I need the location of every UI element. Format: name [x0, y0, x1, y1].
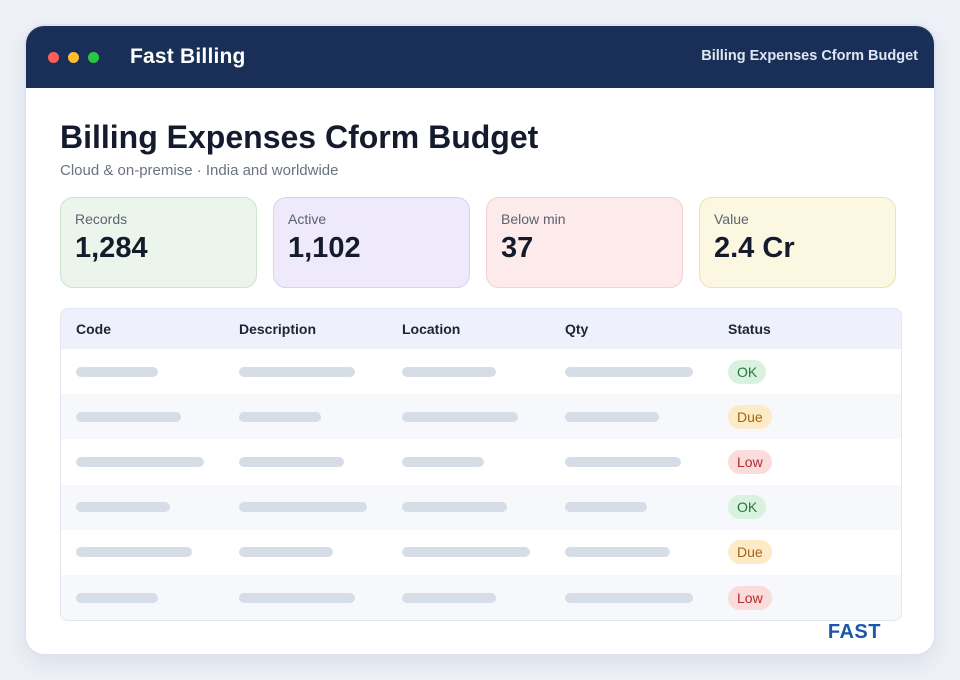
- placeholder-bar: [402, 502, 507, 513]
- status-badge: Due: [728, 404, 772, 429]
- status-badge: Due: [728, 540, 772, 565]
- table-row[interactable]: Due: [61, 530, 901, 575]
- placeholder-bar: [76, 547, 192, 558]
- table-row[interactable]: Due: [61, 394, 901, 440]
- placeholder-bar: [239, 366, 355, 377]
- stat-label: Active: [288, 211, 327, 227]
- placeholder-bar: [239, 411, 321, 422]
- table-header: Code Description Location Qty Status: [61, 309, 901, 349]
- fast-logo: FAST: [827, 621, 881, 643]
- app-window: Fast Billing Billing Expenses Cform Budg…: [26, 26, 934, 654]
- placeholder-bar: [565, 502, 647, 513]
- column-header-description[interactable]: Description: [239, 321, 317, 337]
- table-body: OK Due Low: [61, 349, 901, 621]
- stat-label: Records: [75, 211, 128, 227]
- stat-value: 37: [501, 232, 534, 264]
- records-table: Code Description Location Qty Status OK: [60, 308, 902, 622]
- placeholder-bar: [402, 411, 518, 422]
- placeholder-bar: [239, 592, 355, 603]
- table-row[interactable]: OK: [61, 484, 901, 530]
- placeholder-bar: [565, 366, 693, 377]
- placeholder-bar: [402, 547, 530, 558]
- placeholder-bar: [76, 502, 170, 513]
- close-window-button[interactable]: [48, 51, 59, 63]
- stat-card-below-min: Below min 37: [486, 197, 683, 288]
- placeholder-bar: [76, 411, 181, 422]
- table-row[interactable]: Low: [61, 439, 901, 484]
- placeholder-bar: [402, 592, 496, 603]
- table-row[interactable]: Low: [61, 574, 901, 621]
- page-subtitle: Cloud & on-premise · India and worldwide: [60, 162, 339, 179]
- placeholder-bar: [239, 456, 344, 467]
- placeholder-bar: [76, 366, 158, 377]
- stat-value: 2.4 Cr: [714, 232, 795, 264]
- placeholder-bar: [76, 456, 204, 467]
- column-header-location[interactable]: Location: [402, 321, 461, 337]
- status-badge: OK: [728, 359, 767, 384]
- placeholder-bar: [565, 592, 693, 603]
- maximize-window-button[interactable]: [88, 51, 99, 63]
- stat-card-value: Value 2.4 Cr: [699, 197, 896, 288]
- page-title: Billing Expenses Cform Budget: [60, 119, 539, 155]
- window-controls: [48, 51, 99, 63]
- status-badge: Low: [728, 585, 772, 610]
- stat-label: Value: [714, 211, 749, 227]
- title-bar: Fast Billing Billing Expenses Cform Budg…: [26, 26, 934, 88]
- minimize-window-button[interactable]: [68, 51, 79, 63]
- main-content: Billing Expenses Cform Budget Cloud & on…: [26, 88, 934, 622]
- stat-card-records: Records 1,284: [60, 197, 257, 288]
- column-header-code[interactable]: Code: [76, 321, 111, 337]
- table-row[interactable]: OK: [61, 349, 901, 394]
- app-title: Fast Billing: [130, 45, 246, 68]
- placeholder-bar: [76, 592, 158, 603]
- status-badge: Low: [728, 449, 772, 474]
- column-header-status[interactable]: Status: [728, 321, 771, 337]
- status-badge: OK: [728, 495, 767, 520]
- stat-label: Below min: [501, 211, 566, 227]
- placeholder-bar: [402, 456, 484, 467]
- column-header-qty[interactable]: Qty: [565, 321, 589, 337]
- placeholder-bar: [239, 502, 367, 513]
- stats-row: Records 1,284 Active 1,102 Below min 37 …: [60, 197, 900, 288]
- placeholder-bar: [565, 456, 681, 467]
- stat-value: 1,102: [288, 232, 361, 264]
- window-subtitle: Billing Expenses Cform Budget: [701, 48, 918, 64]
- stat-value: 1,284: [75, 232, 148, 264]
- placeholder-bar: [239, 547, 333, 558]
- placeholder-bar: [565, 411, 659, 422]
- placeholder-bar: [402, 366, 496, 377]
- stat-card-active: Active 1,102: [273, 197, 470, 288]
- placeholder-bar: [565, 547, 670, 558]
